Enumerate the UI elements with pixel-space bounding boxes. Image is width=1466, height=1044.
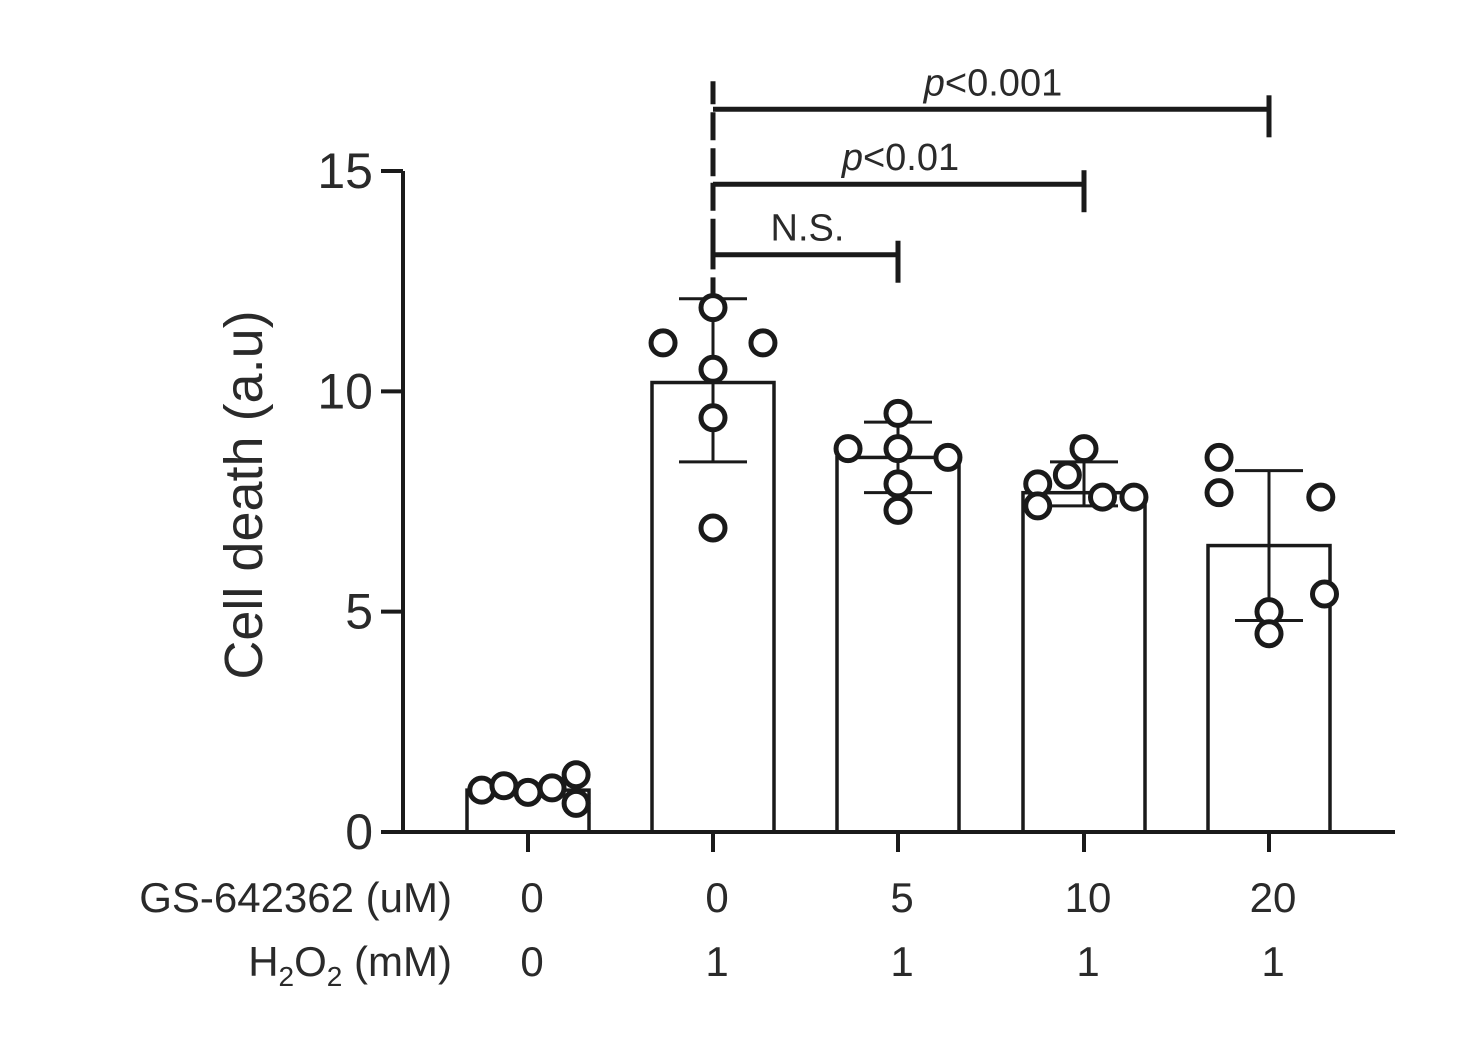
data-point [883,495,913,525]
h2o2-o: O [294,938,327,985]
x-tick-label-h2o2: 0 [520,938,543,985]
x-tick-label-gs: 10 [1065,874,1112,921]
data-point [748,328,778,358]
y-ticks-layer: 0 5 10 15 [317,143,403,860]
data-point [883,398,913,428]
significance-p-value: <0.001 [945,62,1062,104]
x-tick-label-gs: 0 [520,874,543,921]
x-tick-label-h2o2: 1 [1076,938,1099,985]
x-row-label-h2o2: H2O2 (mM) [248,938,452,992]
data-point [537,773,567,803]
data-point [698,513,728,543]
data-point [1306,482,1336,512]
x-tick-label-h2o2: 1 [705,938,728,985]
x-ticks-layer: 0 0 0 1 5 1 10 1 20 1 [520,832,1296,985]
y-tick-label: 0 [345,804,373,860]
y-tick-label: 5 [345,584,373,640]
data-point [1069,434,1099,464]
data-point [561,788,591,818]
data-point [1119,482,1149,512]
x-tick-label-gs: 0 [705,874,728,921]
data-point [698,293,728,323]
y-tick-label: 10 [317,363,373,419]
significance-p-symbol: p [923,62,945,104]
h2o2-h: H [248,938,278,985]
data-point [1023,491,1053,521]
significance-label: N.S. [771,208,845,250]
data-point [1204,478,1234,508]
significance-label: p<0.001 [923,62,1062,104]
data-point [933,442,963,472]
x-tick-label-gs: 5 [890,874,913,921]
bar [1021,490,1147,834]
points-layer [467,293,1339,818]
data-point [1310,579,1339,609]
significance-label: p<0.01 [841,137,959,179]
y-axis-label: Cell death (a.u) [214,310,274,679]
h2o2-sub2: 2 [327,961,343,992]
data-point [1088,482,1117,512]
data-point [513,777,543,807]
significance-p-symbol: p [841,137,863,179]
data-point [489,771,519,801]
y-tick-label: 15 [317,143,373,199]
data-point [648,328,678,358]
data-point [1052,460,1082,490]
h2o2-sub1: 2 [279,961,295,992]
h2o2-unit: (mM) [342,938,452,985]
significance-p-value: <0.01 [863,137,959,179]
data-point [883,434,913,464]
data-point [561,760,591,790]
data-point [698,403,728,433]
x-row-label-gs642362: GS-642362 (uM) [139,874,452,921]
significance-layer: N.S.p<0.01p<0.001 [710,62,1272,306]
x-tick-label-h2o2: 1 [890,938,913,985]
data-point [1254,619,1284,649]
data-point [1204,442,1234,472]
x-tick-label-h2o2: 1 [1261,938,1284,985]
x-tick-label-gs: 20 [1250,874,1297,921]
bar [650,380,776,834]
data-point [698,354,728,384]
data-point [833,434,863,464]
data-point [883,469,913,499]
